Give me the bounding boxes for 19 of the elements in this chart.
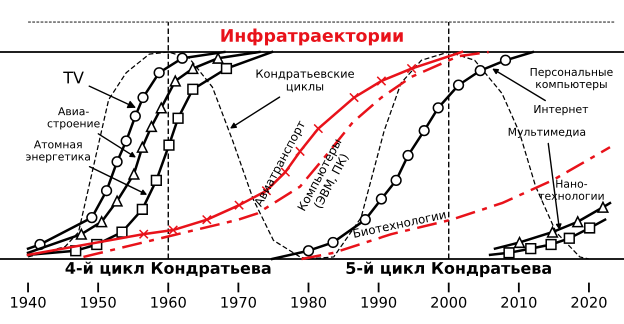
x-tick-label: 2010 xyxy=(501,296,536,308)
annotation: TV xyxy=(63,72,84,84)
x-tick-label: 1940 xyxy=(11,296,46,308)
annotation: Мультимедиа xyxy=(508,128,586,138)
x-tick-label: 1970 xyxy=(221,296,256,308)
x-tick-label: 1980 xyxy=(292,296,326,308)
annotation: Персональные компьютеры xyxy=(530,68,613,90)
x-tick-label: 2000 xyxy=(431,296,466,308)
chart-title: Инфратраектории xyxy=(221,28,403,46)
annotation: Интернет xyxy=(534,105,588,116)
annotation: Авиа- строение xyxy=(48,107,100,130)
x-tick-label: 2020 xyxy=(571,296,607,308)
text: 5-й цикл Кондратьева xyxy=(346,262,551,278)
x-tick-label: 1960 xyxy=(151,296,186,308)
annotation: Атомная энергетика xyxy=(26,140,90,163)
x-tick-label: 1990 xyxy=(362,296,396,308)
text: 4-й цикл Кондратьева xyxy=(66,262,270,278)
x-tick-label: 1950 xyxy=(81,296,116,308)
annotation: Кондратьевские циклы xyxy=(256,69,354,92)
